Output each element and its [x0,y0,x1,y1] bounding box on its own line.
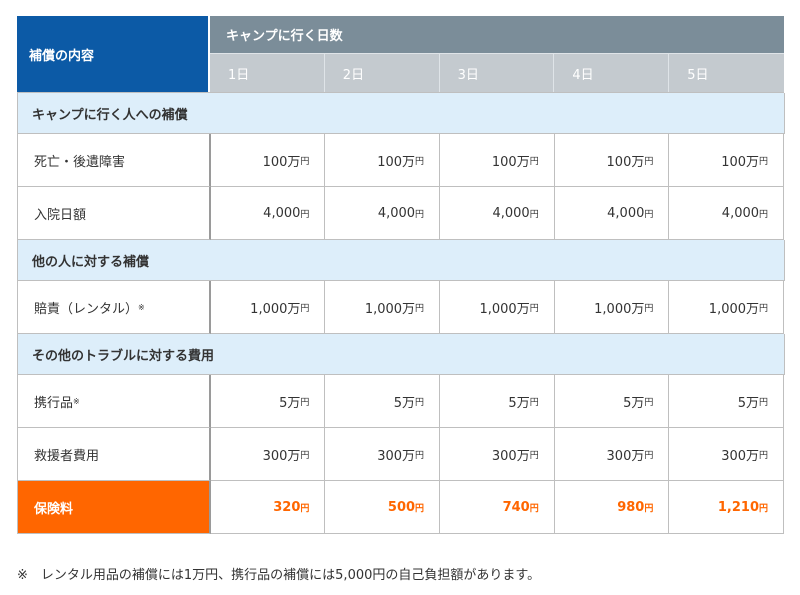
section-title: その他のトラブルに対する費用 [18,334,785,375]
premium-label: 保険料 [18,481,211,534]
premium-row: 保険料 320 円 500 円 740 円 980 円 1,210 円 [18,481,785,534]
premium-value: 980 円 [554,481,670,534]
value-cell: 5万円 [669,375,785,428]
value-cell: 5万円 [554,375,670,428]
day-column-header: 2日 [324,54,440,92]
days-row: 1日 2日 3日 4日 5日 [210,54,784,92]
day-column-header: 1日 [210,54,325,92]
table-row: 入院日額 4,000 円 4,000 円 4,000 円 4,000 円 4,000 円 [18,187,785,240]
value-cell: 4,000 円 [440,187,555,240]
table-row: 救援者費用 300万円 300万円 300万円 300万円 300万円 [18,428,785,481]
value-cell: 300万円 [669,428,785,481]
value-cell: 1,000万円 [669,281,785,334]
table-header: 補償の内容 キャンプに行く日数 1日 2日 3日 4日 5日 [17,16,784,92]
value-cell: 1,000万円 [210,281,326,334]
note-mark: ※ [73,396,80,406]
row-label: 携行品 ※ [18,375,211,428]
coverage-table: 補償の内容 キャンプに行く日数 1日 2日 3日 4日 5日 キャンプに行く人へ… [17,16,785,534]
premium-value: 500 円 [325,481,441,534]
row-label: 救援者費用 [18,428,211,481]
table-row: 死亡・後遺障害 100万円 100万円 100万円 100万円 100万円 [18,134,785,187]
table-row: 賠責（レンタル） ※ 1,000万円 1,000万円 1,000万円 1,000万… [18,281,785,334]
value-cell: 5万円 [210,375,326,428]
value-cell: 100万円 [440,134,555,187]
value-cell: 300万円 [325,428,441,481]
value-cell: 1,000万円 [554,281,670,334]
days-header: キャンプに行く日数 1日 2日 3日 4日 5日 [210,16,784,92]
value-cell: 4,000 円 [554,187,670,240]
table-row: 携行品 ※ 5万円 5万円 5万円 5万円 5万円 [18,375,785,428]
section-title: 他の人に対する補償 [18,240,785,281]
note-mark: ※ [138,302,145,312]
value-cell: 1,000万円 [325,281,441,334]
section-title: キャンプに行く人への補償 [18,93,785,134]
premium-value: 320 円 [210,481,326,534]
value-cell: 300万円 [440,428,555,481]
value-cell: 100万円 [325,134,441,187]
value-cell: 4,000 円 [325,187,441,240]
footnote: ※ レンタル用品の補償には1万円、携行品の補償には5,000円の自己負担額があり… [17,568,541,583]
day-column-header: 5日 [669,54,784,92]
day-column-header: 4日 [554,54,670,92]
premium-value: 1,210 円 [669,481,785,534]
value-cell: 4,000 円 [210,187,326,240]
days-header-title: キャンプに行く日数 [210,16,784,54]
row-label: 賠責（レンタル） ※ [18,281,211,334]
value-cell: 100万円 [554,134,670,187]
table-body: キャンプに行く人への補償 死亡・後遺障害 100万円 100万円 100万円 1… [17,92,785,534]
value-cell: 5万円 [440,375,555,428]
value-cell: 100万円 [210,134,326,187]
value-cell: 100万円 [669,134,785,187]
value-cell: 300万円 [554,428,670,481]
value-cell: 4,000 円 [669,187,785,240]
value-cell: 5万円 [325,375,441,428]
row-label: 入院日額 [18,187,211,240]
value-cell: 1,000万円 [440,281,555,334]
row-label: 死亡・後遺障害 [18,134,211,187]
day-column-header: 3日 [439,54,555,92]
premium-value: 740 円 [440,481,555,534]
value-cell: 300万円 [210,428,326,481]
coverage-header-label: 補償の内容 [17,16,210,92]
